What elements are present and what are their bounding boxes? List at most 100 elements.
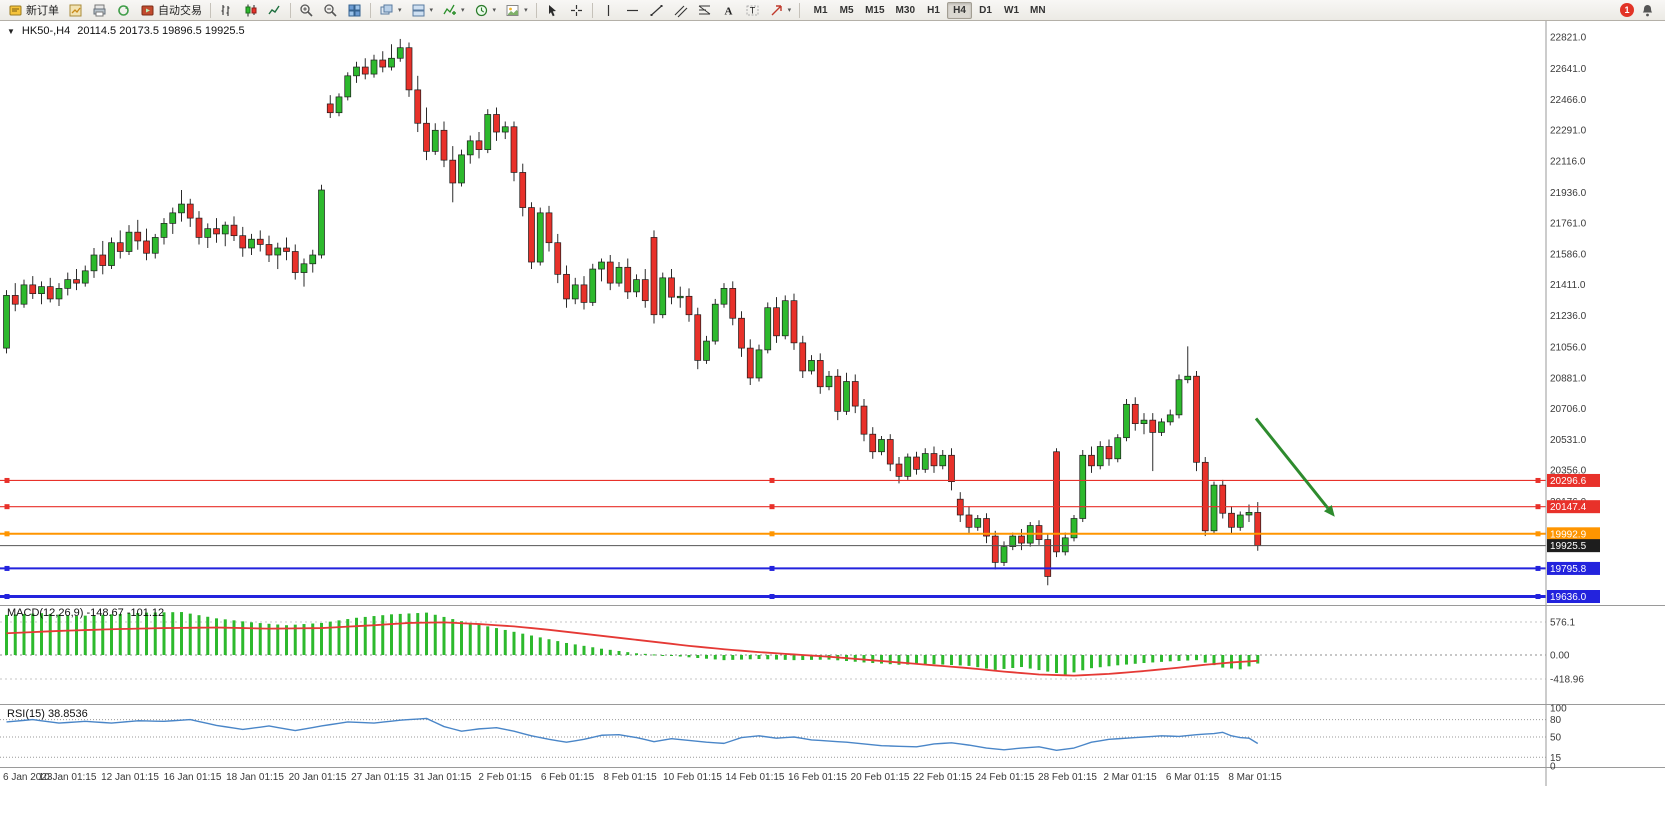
chart-report-button[interactable]	[64, 1, 87, 20]
price-axis-label[interactable]: 21236.0	[1550, 311, 1587, 322]
horizontal-line-button[interactable]	[621, 1, 644, 20]
price-axis-label[interactable]: 20356.0	[1550, 466, 1587, 477]
cursor-button[interactable]	[541, 1, 564, 20]
time-axis-label[interactable]: 10 Jan 01:15	[39, 772, 97, 783]
arrange-windows-button[interactable]: ▾	[407, 1, 438, 20]
price-axis-label[interactable]: 21936.0	[1550, 188, 1587, 199]
arrows-shapes-button[interactable]: ▾	[765, 1, 796, 20]
time-axis-label[interactable]: 20 Feb 01:15	[851, 772, 910, 783]
timeframe-W1[interactable]: W1	[999, 2, 1024, 19]
template-button[interactable]: ▾	[501, 1, 532, 20]
line-chart-button[interactable]	[263, 1, 286, 20]
price-axis-label[interactable]: 21056.0	[1550, 343, 1587, 354]
vertical-line-button[interactable]	[597, 1, 620, 20]
timeframe-M15[interactable]: M15	[860, 2, 889, 19]
time-axis-label[interactable]: 16 Feb 01:15	[788, 772, 847, 783]
cascade-windows-button[interactable]: ▾	[375, 1, 406, 20]
trend-arrow-head[interactable]	[1323, 505, 1335, 517]
time-axis-label[interactable]: 8 Feb 01:15	[603, 772, 657, 783]
print-button[interactable]	[88, 1, 111, 20]
price-axis-label[interactable]: 21761.0	[1550, 219, 1587, 230]
macd-axis-label[interactable]: 576.1	[1550, 618, 1575, 629]
timeframe-D1[interactable]: D1	[973, 2, 998, 19]
timeframe-H4[interactable]: H4	[947, 1, 972, 19]
price-axis-label[interactable]: 20531.0	[1550, 435, 1587, 446]
time-axis-label[interactable]: 6 Mar 01:15	[1166, 772, 1220, 783]
price-axis-label[interactable]: 20706.0	[1550, 404, 1587, 415]
resistance-line-upper-handle[interactable]	[4, 477, 10, 483]
time-axis-label[interactable]: 20 Jan 01:15	[289, 772, 347, 783]
rsi-axis-label[interactable]: 15	[1550, 753, 1562, 764]
time-axis-label[interactable]: 16 Jan 01:15	[164, 772, 222, 783]
price-axis-label[interactable]: 22291.0	[1550, 126, 1587, 137]
timeframe-M1[interactable]: M1	[808, 2, 833, 19]
support-line-blue-upper-handle[interactable]	[769, 565, 775, 571]
indicators-button[interactable]: ▾	[438, 1, 469, 20]
price-axis-label[interactable]: 21411.0	[1550, 280, 1586, 291]
time-axis-label[interactable]: 6 Jan 2023	[3, 772, 53, 783]
bar-chart-button[interactable]	[215, 1, 238, 20]
periods-button[interactable]: ▾	[470, 1, 501, 20]
resistance-line-upper-handle[interactable]	[769, 477, 775, 483]
price-chart-canvas[interactable]: 22821.0 22641.0 22466.0 22291.0 22116.0 21936…	[0, 21, 1665, 838]
trendline-button[interactable]	[645, 1, 668, 20]
support-line-orange-handle[interactable]	[769, 531, 775, 537]
time-axis-label[interactable]: 10 Feb 01:15	[663, 772, 722, 783]
resistance-line-lower-handle[interactable]	[1535, 504, 1541, 510]
time-axis-label[interactable]: 8 Mar 01:15	[1228, 772, 1282, 783]
zoom-in-button[interactable]	[295, 1, 318, 20]
resistance-line-lower-handle[interactable]	[4, 504, 10, 510]
support-line-blue-lower-handle[interactable]	[1535, 594, 1541, 600]
price-axis-label[interactable]: 22116.0	[1550, 156, 1586, 167]
bell-icon[interactable]	[1640, 3, 1655, 18]
time-axis-label[interactable]: 31 Jan 01:15	[414, 772, 472, 783]
price-axis-label[interactable]: 20881.0	[1550, 373, 1587, 384]
timeframe-H1[interactable]: H1	[921, 2, 946, 19]
macd-axis-label[interactable]: -418.96	[1550, 674, 1584, 685]
support-line-blue-upper-handle[interactable]	[1535, 565, 1541, 571]
resistance-line-lower-handle[interactable]	[769, 504, 775, 510]
time-axis-label[interactable]: 6 Feb 01:15	[541, 772, 595, 783]
notification-badge[interactable]: 1	[1620, 3, 1634, 17]
time-axis-label[interactable]: 24 Feb 01:15	[976, 772, 1035, 783]
text-button[interactable]: A	[717, 1, 740, 20]
resistance-line-upper-handle[interactable]	[1535, 477, 1541, 483]
trend-arrow[interactable]	[1254, 417, 1330, 510]
time-axis-label[interactable]: 14 Feb 01:15	[726, 772, 785, 783]
timeframe-M5[interactable]: M5	[834, 2, 859, 19]
macd-axis-label[interactable]: 0.00	[1550, 651, 1570, 662]
price-axis-label[interactable]: 22641.0	[1550, 64, 1587, 75]
auto-trading-button[interactable]: 自动交易	[136, 1, 206, 20]
price-axis-label[interactable]: 21586.0	[1550, 249, 1587, 260]
crosshair-button[interactable]	[565, 1, 588, 20]
time-axis-label[interactable]: 18 Jan 01:15	[226, 772, 284, 783]
time-axis-label[interactable]: 2 Mar 01:15	[1103, 772, 1157, 783]
support-line-orange-handle[interactable]	[1535, 531, 1541, 537]
rsi-axis-label[interactable]: 80	[1550, 715, 1562, 726]
support-line-orange-handle[interactable]	[4, 531, 10, 537]
refresh-button[interactable]	[112, 1, 135, 20]
zoom-out-button[interactable]	[319, 1, 342, 20]
time-axis-label[interactable]: 28 Feb 01:15	[1038, 772, 1097, 783]
support-line-blue-lower-handle[interactable]	[769, 594, 775, 600]
fibonacci-button[interactable]	[693, 1, 716, 20]
label-button[interactable]: T	[741, 1, 764, 20]
timeframe-MN[interactable]: MN	[1025, 2, 1051, 19]
support-line-blue-upper-handle[interactable]	[4, 565, 10, 571]
time-axis-label[interactable]: 2 Feb 01:15	[478, 772, 532, 783]
new-order-button[interactable]: 新订单	[4, 1, 63, 20]
channel-button[interactable]	[669, 1, 692, 20]
rsi-axis-label[interactable]: 100	[1550, 704, 1567, 715]
time-axis-label[interactable]: 12 Jan 01:15	[101, 772, 159, 783]
price-axis-label[interactable]: 22821.0	[1550, 33, 1587, 44]
support-line-blue-lower-handle[interactable]	[4, 594, 10, 600]
candlestick-chart-button[interactable]	[239, 1, 262, 20]
collapse-triangle-icon[interactable]: ▼	[7, 26, 15, 36]
time-axis-label[interactable]: 22 Feb 01:15	[913, 772, 972, 783]
rsi-axis-label[interactable]: 50	[1550, 733, 1562, 744]
tile-windows-button[interactable]	[343, 1, 366, 20]
price-axis-label[interactable]: 22466.0	[1550, 95, 1587, 106]
rsi-axis-label[interactable]: 0	[1550, 762, 1556, 773]
timeframe-M30[interactable]: M30	[891, 2, 920, 19]
time-axis-label[interactable]: 27 Jan 01:15	[351, 772, 409, 783]
